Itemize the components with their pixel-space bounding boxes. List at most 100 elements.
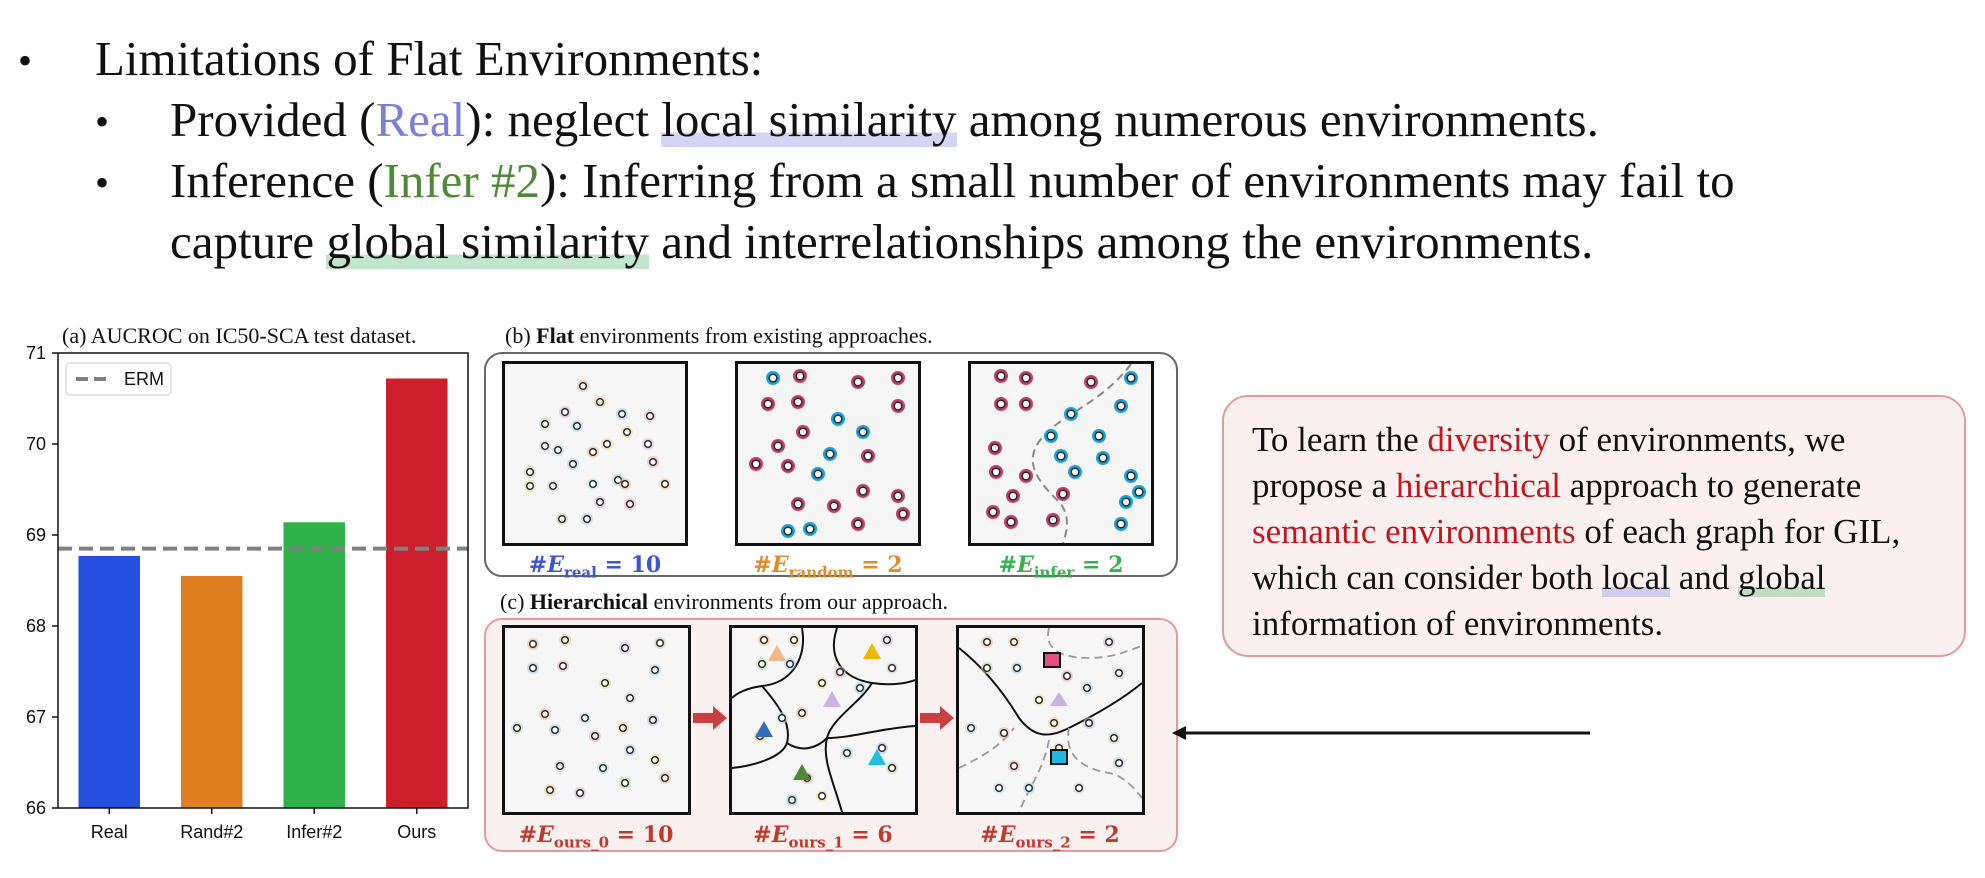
graph-node <box>986 505 1000 519</box>
label-sub: infer <box>1033 563 1075 582</box>
label-value: = 6 <box>843 822 893 848</box>
graph-node <box>816 677 828 689</box>
y-tick-label: 66 <box>26 798 46 818</box>
graph-node <box>597 762 609 774</box>
graph-node <box>616 408 628 420</box>
graph-node <box>758 634 770 646</box>
graph-node <box>587 478 599 490</box>
callout-text: information of environments. <box>1252 604 1664 643</box>
graph-node <box>981 636 993 648</box>
graph-node <box>619 642 631 654</box>
arrow-right-icon <box>693 706 727 730</box>
bullet-dot: • <box>18 38 33 83</box>
provided-suffix: among numerous environments. <box>956 92 1599 147</box>
environment-square-icon <box>1050 749 1068 765</box>
connector-arrow-icon <box>1172 726 1590 740</box>
graph-node <box>1064 407 1078 421</box>
label-hash: # <box>980 822 999 848</box>
graph-node <box>981 662 993 674</box>
graph-node <box>1044 429 1058 443</box>
graph-node <box>791 497 805 511</box>
aucroc-bar-chart: Real Rand#2 Infer#2 Ours 66 67 68 69 70 71 ERM <box>26 343 469 842</box>
graph-node <box>647 456 659 468</box>
graph-node <box>1103 636 1115 648</box>
graph-node <box>1048 717 1060 729</box>
graph-node <box>649 754 661 766</box>
label-e: E <box>1017 552 1034 578</box>
graph-node <box>781 524 795 538</box>
graph-node <box>856 425 870 439</box>
graph-node <box>1033 694 1045 706</box>
graph-node <box>1124 371 1138 385</box>
label-e-real: #Ereal = 10 <box>495 552 695 581</box>
graph-node <box>1011 662 1023 674</box>
graph-node <box>1083 717 1095 729</box>
graph-node <box>1068 465 1082 479</box>
graph-node <box>559 634 571 646</box>
region-border <box>959 727 1015 769</box>
graph-node <box>1114 517 1128 531</box>
graph-node <box>891 489 905 503</box>
label-hash: # <box>518 822 538 848</box>
graph-node <box>1092 429 1106 443</box>
graph-node <box>994 369 1008 383</box>
graph-node <box>624 692 636 704</box>
graph-node <box>796 425 810 439</box>
graph-node <box>834 666 846 678</box>
label-hash: # <box>753 822 772 848</box>
y-tick-label: 68 <box>26 616 46 636</box>
region-border <box>959 647 1142 736</box>
callout-global: global <box>1737 558 1826 597</box>
graph-node <box>1008 760 1020 772</box>
label-sub: random <box>788 563 854 582</box>
graph-node <box>527 638 539 650</box>
graph-node <box>574 787 586 799</box>
label-e-infer: #Einfer = 2 <box>961 552 1161 581</box>
panel-c-title: (c) Hierarchical environments from our a… <box>500 589 948 615</box>
graph-node <box>766 371 780 385</box>
callout-hierarchical: hierarchical <box>1395 466 1562 505</box>
graph-node <box>659 772 671 784</box>
provided-mid: ): neglect <box>465 92 662 147</box>
graph-node <box>781 459 795 473</box>
graph-node <box>654 637 666 649</box>
graph-node <box>811 467 825 481</box>
x-tick-label: Ours <box>397 822 436 842</box>
y-tick-label: 69 <box>26 525 46 545</box>
bar-infer2 <box>283 522 345 808</box>
graph-node <box>544 784 556 796</box>
graph-node <box>861 449 875 463</box>
approach-callout: To learn the diversity of environments, … <box>1222 395 1966 657</box>
graph-node <box>554 760 566 772</box>
graph-node <box>539 708 551 720</box>
graph-node <box>1006 489 1020 503</box>
callout-text: approach to generate <box>1561 466 1862 505</box>
graph-node <box>644 410 656 422</box>
region-border <box>1067 727 1142 799</box>
panel-a-title: (a) AUCROC on IC50-SCA test dataset. <box>62 323 417 348</box>
graph-node <box>556 513 568 525</box>
region-border <box>732 685 789 769</box>
graph-node <box>1084 375 1098 389</box>
graph-node <box>831 412 845 426</box>
x-tick-label: Rand#2 <box>180 822 243 842</box>
panel-b-prefix: (b) <box>505 323 537 348</box>
graph-node <box>619 777 631 789</box>
panel-c-prefix: (c) <box>500 589 530 614</box>
y-tick-label: 71 <box>26 343 46 363</box>
region-border <box>1018 739 1050 812</box>
flat-real-plot <box>502 361 688 546</box>
label-e-ours1: #Eours_1 = 6 <box>723 822 923 851</box>
panel-c-suffix: environments from our approach. <box>648 589 949 614</box>
graph-node <box>549 724 561 736</box>
graph-node <box>851 517 865 531</box>
graph-node <box>567 458 579 470</box>
callout-text: of environments, we propose a <box>1252 420 1846 505</box>
label-sub: ours_2 <box>1015 833 1071 852</box>
graph-node <box>1108 732 1120 744</box>
graph-node <box>854 682 866 694</box>
label-e: E <box>771 552 789 578</box>
graph-node <box>994 397 1008 411</box>
region-border <box>1047 628 1142 659</box>
bar-real <box>78 555 140 808</box>
